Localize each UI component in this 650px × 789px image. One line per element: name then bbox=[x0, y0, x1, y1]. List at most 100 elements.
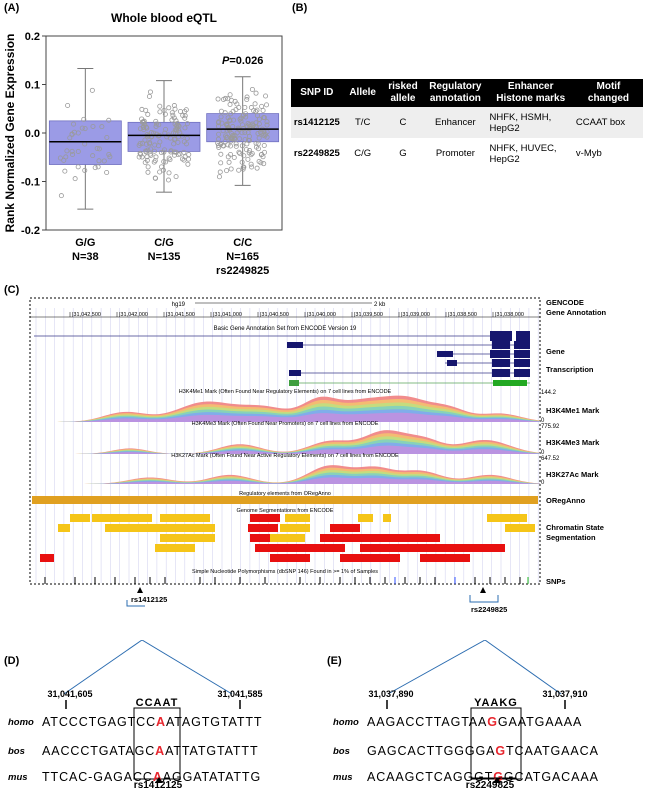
aligned-sequence: ATCCCTGAGTCCAATAGTGTATTT bbox=[42, 715, 262, 729]
track-label-h3k27ac: H3K27Ac Mark bbox=[546, 470, 599, 479]
data-point bbox=[144, 125, 150, 131]
chromatin-segment bbox=[340, 554, 400, 562]
chromatin-segment bbox=[270, 554, 310, 562]
data-point bbox=[89, 87, 95, 93]
data-point bbox=[241, 153, 247, 159]
data-point bbox=[248, 161, 254, 167]
table-row: rs1412125 T/C C Enhancer NHFK, HSMH, HepG2 CC… bbox=[291, 107, 643, 138]
h3k4me3-min: 0 bbox=[541, 450, 545, 456]
data-point bbox=[171, 115, 177, 121]
snp-marker-rs2249825 bbox=[480, 587, 486, 593]
track-label-chromatin-2: Segmentation bbox=[546, 533, 596, 542]
coord-label: |31,042,000 bbox=[119, 312, 148, 318]
data-point bbox=[227, 102, 233, 108]
coord-left: 31,041,605 bbox=[47, 689, 92, 699]
zoom-line bbox=[141, 640, 233, 695]
data-point bbox=[180, 112, 186, 118]
box-GG bbox=[48, 120, 122, 165]
data-point bbox=[136, 154, 142, 160]
data-point bbox=[247, 148, 253, 154]
exon-block bbox=[447, 360, 457, 366]
data-point bbox=[246, 150, 252, 156]
data-point bbox=[168, 148, 174, 154]
data-point bbox=[243, 147, 249, 153]
table-cell: rs1412125 bbox=[291, 107, 343, 138]
y-tick-label: 0.0 bbox=[25, 128, 40, 140]
chromatin-segment bbox=[250, 514, 280, 522]
coord-label: |31,042,500 bbox=[72, 312, 101, 318]
data-point bbox=[263, 93, 269, 99]
data-point bbox=[82, 167, 88, 173]
data-point bbox=[169, 110, 175, 116]
x-tick-genotype: C/G bbox=[154, 237, 174, 249]
panel-e-alignment: 31,037,890 31,037,910 YAAKG homo AAGACCTTAGT… bbox=[333, 640, 598, 789]
data-point bbox=[82, 126, 88, 132]
data-point bbox=[75, 130, 81, 136]
data-point bbox=[215, 140, 221, 146]
chromatin-segment bbox=[105, 524, 215, 532]
data-point bbox=[99, 124, 105, 130]
x-tick-count: N=135 bbox=[148, 251, 181, 263]
data-point bbox=[101, 158, 107, 164]
data-point bbox=[157, 103, 163, 109]
data-point bbox=[154, 121, 160, 127]
data-point bbox=[237, 136, 243, 142]
table-cell: T/C bbox=[342, 107, 383, 138]
data-point bbox=[260, 154, 266, 160]
data-point bbox=[224, 121, 230, 127]
data-point bbox=[139, 154, 145, 160]
motif-box bbox=[133, 707, 181, 780]
species-label: bos bbox=[333, 746, 350, 757]
data-point bbox=[154, 131, 160, 137]
exon-block bbox=[492, 359, 510, 367]
data-point bbox=[142, 160, 148, 166]
data-point bbox=[65, 102, 71, 108]
data-point bbox=[261, 143, 267, 149]
data-point bbox=[153, 118, 159, 124]
species-label: homo bbox=[8, 717, 34, 728]
data-point bbox=[181, 149, 187, 155]
h3k4me1-max: 144.2 bbox=[541, 390, 557, 396]
gencode-track-title: Basic Gene Annotation Set from ENCODE Ve… bbox=[214, 326, 357, 332]
data-point bbox=[220, 143, 226, 149]
data-point bbox=[81, 116, 87, 122]
oreganno-bar bbox=[32, 496, 538, 504]
chromatin-segment bbox=[280, 524, 310, 532]
data-point bbox=[72, 176, 78, 182]
chromatin-segment bbox=[248, 524, 278, 532]
data-point bbox=[186, 156, 192, 162]
data-point bbox=[96, 158, 102, 164]
data-point bbox=[259, 103, 265, 109]
data-point bbox=[254, 107, 260, 113]
zoom-line bbox=[387, 640, 486, 695]
data-point bbox=[245, 120, 251, 126]
data-point bbox=[147, 89, 153, 95]
data-point bbox=[260, 108, 266, 114]
data-point bbox=[239, 159, 245, 165]
data-point bbox=[218, 114, 224, 120]
data-point bbox=[215, 142, 221, 148]
exon-block bbox=[493, 380, 527, 386]
data-point bbox=[264, 134, 270, 140]
data-point bbox=[218, 151, 224, 157]
data-point bbox=[143, 141, 149, 147]
data-point bbox=[182, 154, 188, 160]
exon-block bbox=[289, 380, 299, 386]
data-point bbox=[170, 112, 176, 118]
data-point bbox=[148, 152, 154, 158]
column-header: Allele bbox=[342, 79, 383, 107]
table-cell: rs2249825 bbox=[293, 148, 340, 159]
data-point bbox=[153, 154, 159, 160]
coord-label: |31,040,000 bbox=[307, 312, 336, 318]
species-label: mus bbox=[8, 772, 28, 783]
data-point bbox=[139, 119, 145, 125]
exon-block bbox=[514, 359, 530, 367]
y-axis-label: Rank Normalized Gene Expression bbox=[3, 34, 17, 233]
species-label: bos bbox=[8, 746, 25, 757]
snp-marker-label: rs2249825 bbox=[471, 605, 507, 614]
data-point bbox=[184, 121, 190, 127]
data-point bbox=[141, 125, 147, 131]
chromatin-segment bbox=[70, 514, 90, 522]
data-point bbox=[233, 141, 239, 147]
data-point bbox=[254, 113, 260, 119]
